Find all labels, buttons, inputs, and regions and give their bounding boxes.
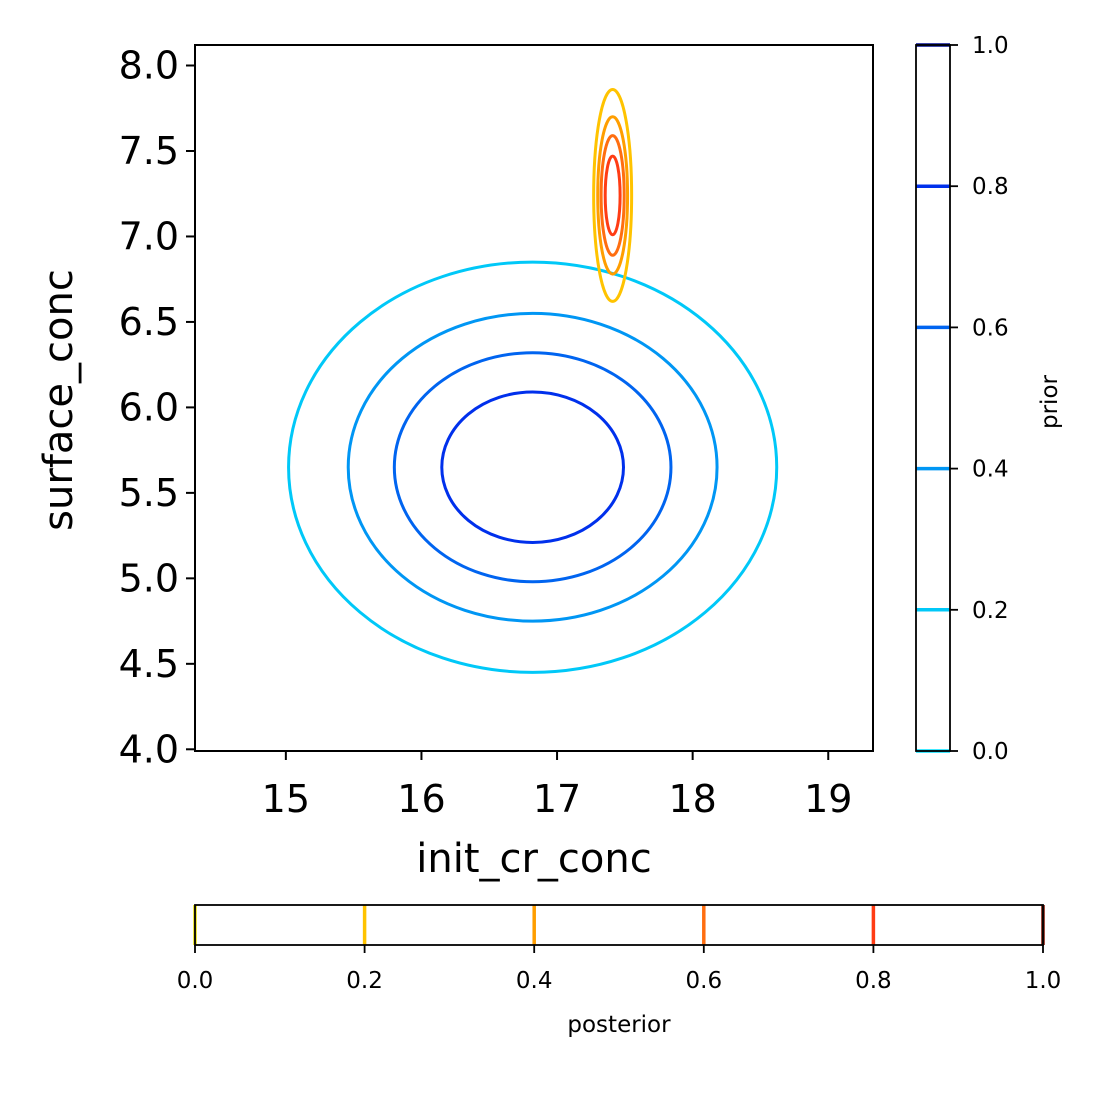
y-tick-label: 5.0 — [119, 556, 179, 600]
plot-background — [195, 45, 873, 751]
prior-contour-0-4 — [346, 311, 719, 623]
posterior-contour-0-2 — [592, 87, 634, 303]
y-tick-label: 4.5 — [119, 642, 179, 686]
prior-colorbar-tick-label: 0.6 — [972, 315, 1009, 341]
posterior-colorbar-tick-label: 1.0 — [1025, 968, 1062, 994]
posterior-colorbar-tick-label: 0.8 — [855, 968, 892, 994]
posterior-colorbar-tick-label: 0.4 — [516, 968, 553, 994]
x-axis: 15 16 17 18 19 — [262, 751, 852, 821]
plot-area: 15 16 17 18 19 4.0 4.5 5.0 5.5 6.0 6.5 7.0 7.5 8.0 i… — [36, 44, 874, 882]
y-axis: 4.0 4.5 5.0 5.5 6.0 6.5 7.0 7.5 8.0 — [119, 44, 195, 771]
posterior-colorbar-tick-label: 0.2 — [346, 968, 383, 994]
posterior-colorbar-ticks: 0.0 0.2 0.4 0.6 0.8 1.0 — [177, 945, 1062, 994]
y-tick-label: 4.0 — [119, 727, 179, 771]
prior-colorbar-ticks: 0.0 0.2 0.4 0.6 0.8 1.0 — [950, 33, 1009, 765]
posterior-contour-0-8 — [603, 154, 622, 237]
plot-frame — [194, 44, 874, 752]
posterior-colorbar-tick-label: 0.6 — [686, 968, 723, 994]
prior-colorbar-label: prior — [1037, 374, 1063, 429]
posterior-contour-0-4 — [596, 115, 630, 276]
posterior-colorbar: 0.0 0.2 0.4 0.6 0.8 1.0 posterior — [177, 904, 1062, 1038]
prior-contour-0-6 — [392, 351, 673, 584]
x-tick-label: 19 — [804, 777, 852, 821]
prior-colorbar-levels — [916, 43, 950, 753]
y-tick-label: 6.0 — [119, 385, 179, 429]
prior-colorbar-tick-label: 0.0 — [972, 739, 1009, 765]
x-tick-label: 15 — [262, 777, 310, 821]
y-tick-label: 6.5 — [119, 300, 179, 344]
prior-colorbar-tick-label: 0.4 — [972, 457, 1009, 483]
prior-colorbar-tick-label: 1.0 — [972, 33, 1009, 59]
posterior-contour-0-6 — [599, 134, 626, 257]
prior-contour-0-8 — [440, 390, 625, 544]
x-tick-label: 16 — [397, 777, 445, 821]
posterior-colorbar-label: posterior — [567, 1012, 671, 1038]
y-tick-label: 8.0 — [119, 44, 179, 88]
prior-colorbar: 0.0 0.2 0.4 0.6 0.8 1.0 prior — [915, 33, 1063, 765]
x-axis-title: init_cr_conc — [416, 836, 652, 882]
prior-contour-0-2 — [287, 260, 779, 674]
x-tick-label: 18 — [668, 777, 716, 821]
y-tick-label: 5.5 — [119, 471, 179, 515]
contour-lines — [287, 87, 779, 674]
y-axis-title: surface_conc — [36, 269, 82, 531]
y-tick-label: 7.0 — [119, 214, 179, 258]
x-tick-label: 17 — [533, 777, 581, 821]
prior-colorbar-tick-label: 0.2 — [972, 598, 1009, 624]
prior-colorbar-tick-label: 0.8 — [972, 174, 1009, 200]
posterior-colorbar-tick-label: 0.0 — [177, 968, 214, 994]
posterior-colorbar-frame — [194, 904, 1044, 946]
y-tick-label: 7.5 — [119, 129, 179, 173]
prior-colorbar-frame — [915, 44, 951, 752]
